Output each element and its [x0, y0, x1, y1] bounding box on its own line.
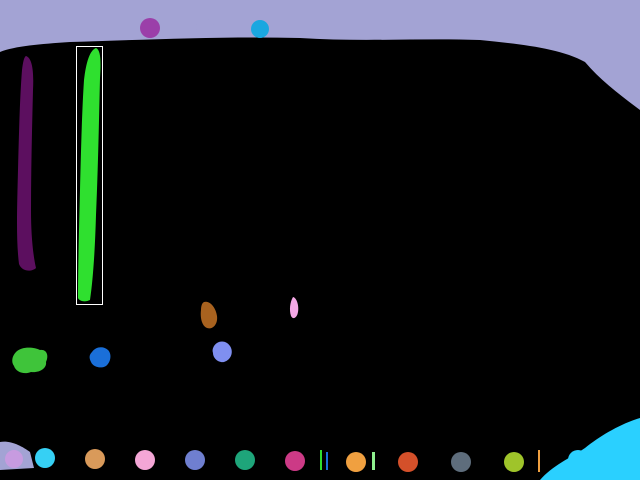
stray-mark	[326, 452, 328, 470]
swatch-bottom-orange[interactable]	[346, 452, 366, 472]
stray-mark	[372, 452, 375, 470]
swatch-bottom-teal[interactable]	[235, 450, 255, 470]
swatch-top-cyan[interactable]	[251, 20, 269, 38]
bottom-swatch-bar	[5, 448, 588, 472]
swatch-bottom-slate[interactable]	[451, 452, 471, 472]
swatch-bottom-magenta[interactable]	[285, 451, 305, 471]
swatch-top-lavender[interactable]	[196, 19, 214, 37]
swatch-bottom-periwinkle[interactable]	[185, 450, 205, 470]
selection-box[interactable]	[76, 46, 103, 305]
brown-blot	[200, 301, 218, 329]
top-paint-band	[0, 0, 640, 110]
swatch-bottom-sky-blue[interactable]	[35, 448, 55, 468]
periwinkle-blot	[212, 341, 232, 363]
pink-blot	[289, 297, 299, 319]
swatch-bottom-pink[interactable]	[135, 450, 155, 470]
swatch-bottom-bright-cyan[interactable]	[568, 450, 588, 470]
dark-purple-stroke	[17, 56, 36, 271]
top-swatch-bar	[140, 18, 269, 38]
swatch-bottom-light-purple[interactable]	[5, 450, 23, 468]
stray-mark	[320, 450, 322, 470]
bottom-right-paint-patch	[540, 418, 640, 480]
swatch-bottom-lime[interactable]	[504, 452, 524, 472]
stray-mark	[538, 450, 540, 472]
swatch-bottom-red-orange[interactable]	[398, 452, 418, 472]
green-stroke	[78, 48, 101, 302]
swatch-top-purple[interactable]	[140, 18, 160, 38]
swatch-bottom-tan[interactable]	[85, 449, 105, 469]
blue-blot	[89, 347, 111, 368]
green-blot	[12, 347, 48, 374]
